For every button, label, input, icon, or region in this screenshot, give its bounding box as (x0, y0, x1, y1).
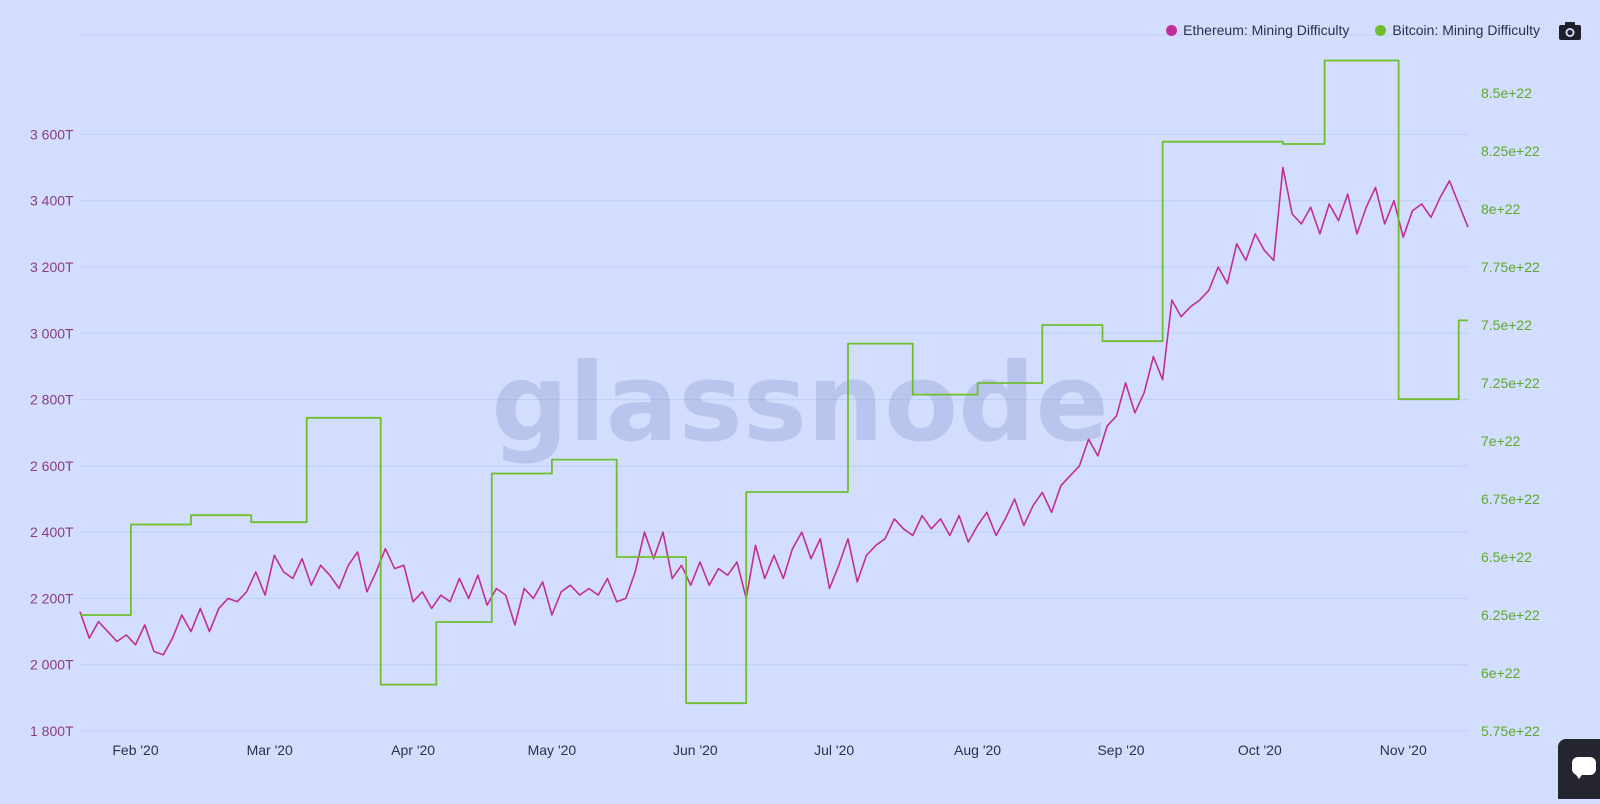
x-axis-tick-label: Feb '20 (112, 742, 158, 758)
right-axis-tick-label: 6.5e+22 (1481, 549, 1532, 565)
x-axis-tick-label: Sep '20 (1097, 742, 1144, 758)
left-axis-tick-label: 3 600T (30, 126, 74, 142)
grid-layer (80, 34, 1468, 732)
legend-dot-ethereum (1166, 24, 1178, 36)
left-axis-tick-label: 2 200T (30, 590, 74, 606)
right-axis: 5.75e+22 6e+22 6.25e+22 6.5e+22 6.75e+22 7e+2… (1481, 85, 1540, 739)
right-axis-tick-label: 6e+22 (1481, 665, 1521, 681)
legend: Ethereum: Mining Difficulty Bitcoin: Min… (1166, 22, 1540, 38)
left-axis: 1 800T 2 000T 2 200T 2 400T 2 600T 2 800T 3 00… (30, 126, 74, 739)
left-axis-tick-label: 2 800T (30, 392, 74, 408)
right-axis-tick-label: 7.25e+22 (1481, 375, 1540, 391)
right-axis-tick-label: 7.75e+22 (1481, 259, 1540, 275)
x-axis-tick-label: Mar '20 (247, 742, 293, 758)
legend-dot-bitcoin (1375, 24, 1387, 36)
series-layer (79, 59, 1469, 705)
right-axis-tick-label: 8.5e+22 (1481, 85, 1532, 101)
right-axis-tick-label: 7e+22 (1481, 433, 1521, 449)
right-axis-tick-label: 8.25e+22 (1481, 143, 1540, 159)
left-axis-tick-label: 2 000T (30, 657, 74, 673)
left-axis-tick-label: 3 000T (30, 325, 74, 341)
right-axis-tick-label: 8e+22 (1481, 201, 1521, 217)
x-axis-tick-label: Apr '20 (391, 742, 435, 758)
chat-widget-button[interactable] (1558, 739, 1600, 799)
left-axis-tick-label: 2 600T (30, 458, 74, 474)
bitcoin-difficulty-line (80, 59, 1468, 705)
legend-label-bitcoin: Bitcoin: Mining Difficulty (1392, 22, 1540, 38)
left-axis-tick-label: 1 800T (30, 723, 74, 739)
left-axis-tick-label: 3 200T (30, 259, 74, 275)
ethereum-difficulty-line (79, 166, 1469, 656)
watermark: glassnode (491, 341, 1108, 466)
left-axis-tick-label: 3 400T (30, 193, 74, 209)
right-axis-tick-label: 5.75e+22 (1481, 723, 1540, 739)
right-axis-tick-label: 6.25e+22 (1481, 607, 1540, 623)
legend-label-ethereum: Ethereum: Mining Difficulty (1183, 22, 1350, 38)
left-axis-tick-label: 2 400T (30, 524, 74, 540)
camera-icon[interactable] (1558, 20, 1582, 42)
right-axis-tick-label: 6.75e+22 (1481, 491, 1540, 507)
x-axis-tick-label: Aug '20 (954, 742, 1001, 758)
right-axis-tick-label: 7.5e+22 (1481, 317, 1532, 333)
chat-icon (1572, 757, 1596, 775)
x-axis-tick-label: May '20 (528, 742, 577, 758)
x-axis-tick-label: Oct '20 (1238, 742, 1282, 758)
legend-item-bitcoin[interactable]: Bitcoin: Mining Difficulty (1375, 22, 1540, 38)
legend-item-ethereum[interactable]: Ethereum: Mining Difficulty (1166, 22, 1349, 38)
x-axis-tick-label: Nov '20 (1380, 742, 1427, 758)
x-axis-tick-label: Jun '20 (673, 742, 718, 758)
x-axis-tick-label: Jul '20 (814, 742, 854, 758)
x-axis: Feb '20 Mar '20 Apr '20 May '20 Jun '20 Jul '… (112, 742, 1427, 758)
